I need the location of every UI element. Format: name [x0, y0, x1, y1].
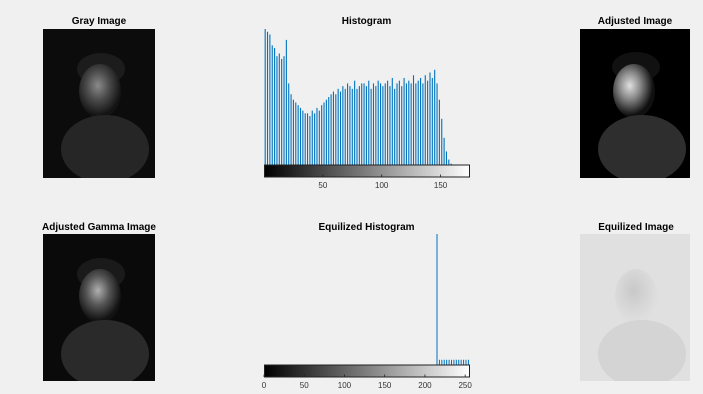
x-tick-label: 250	[458, 381, 472, 390]
x-tick-label: 0	[262, 381, 267, 390]
equalized-image-title: Equilized Image	[598, 222, 674, 233]
gray-image	[43, 29, 155, 178]
histogram-bars-0	[264, 29, 452, 165]
adjusted-image-title: Adjusted Image	[597, 16, 673, 27]
histogram-bars-1	[436, 234, 469, 365]
adjusted-gamma-image	[43, 234, 155, 381]
x-tick-label: 50	[318, 181, 327, 190]
x-tick-label: 100	[338, 381, 352, 390]
x-tick-label: 100	[375, 181, 389, 190]
equalized-histogram-chart: 0 50 100 150 200 250	[262, 234, 472, 390]
histogram-title: Histogram	[341, 16, 392, 27]
x-tick-label: 150	[434, 181, 448, 190]
intensity-colorbar	[264, 364, 470, 378]
histogram-chart: 50 100 150	[264, 29, 470, 190]
x-tick-label: 150	[378, 381, 392, 390]
intensity-colorbar	[264, 164, 470, 178]
equalized-image	[580, 234, 690, 381]
adjusted-gamma-image-title: Adjusted Gamma Image	[42, 222, 156, 233]
x-tick-label: 50	[300, 381, 309, 390]
gray-image-title: Gray Image	[71, 16, 127, 27]
equalized-histogram-title: Equilized Histogram	[318, 222, 415, 233]
x-tick-label: 200	[418, 381, 432, 390]
adjusted-image	[580, 29, 690, 178]
